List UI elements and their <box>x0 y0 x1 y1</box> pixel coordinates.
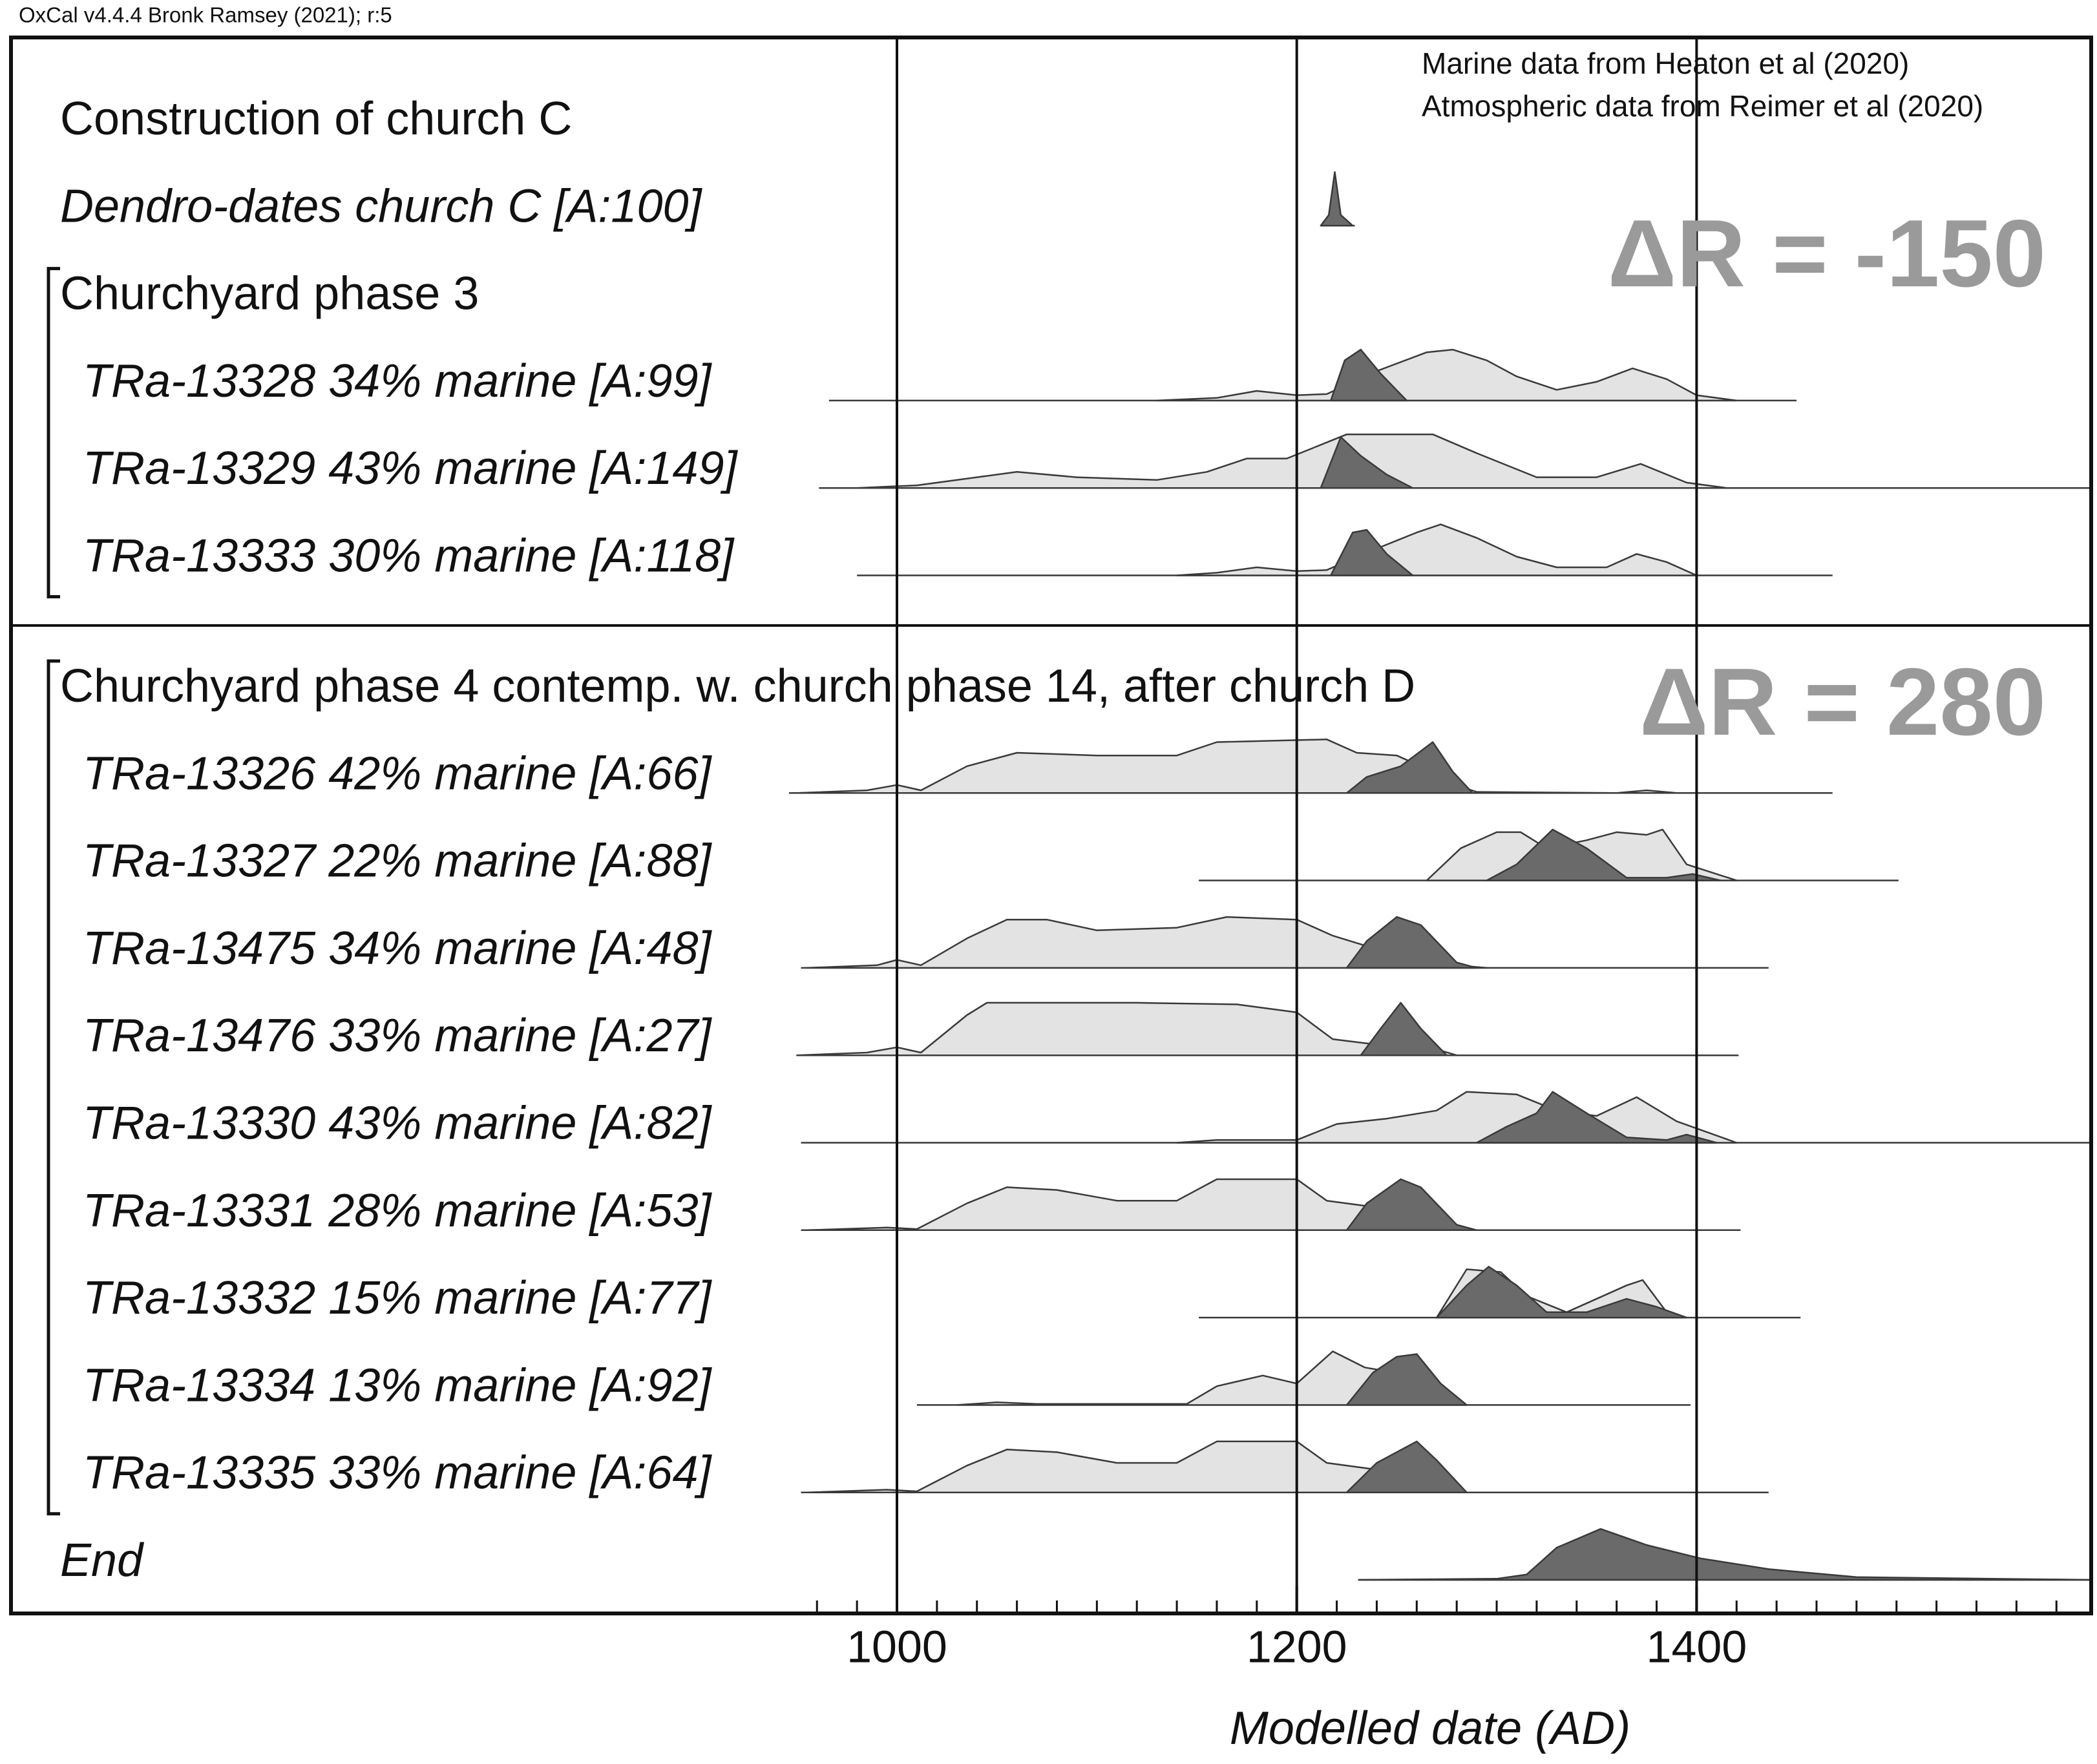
row-label: TRa-13475 34% marine [A:48] <box>83 923 713 974</box>
labels: Marine data from Heaton et al (2020) Atm… <box>60 47 2046 1754</box>
note: Marine data from Heaton et al (2020) <box>1422 47 1909 80</box>
posterior-distribution <box>1475 1091 1718 1144</box>
posterior-distribution <box>1360 1002 1448 1056</box>
row-label: End <box>60 1535 144 1586</box>
prior-distribution <box>796 739 1678 794</box>
row-label: Construction of church C <box>60 93 572 145</box>
posterior-distribution <box>1320 171 1354 227</box>
row-label: TRa-13476 33% marine [A:27] <box>83 1010 713 1062</box>
row-label: TRa-13327 22% marine [A:88] <box>83 835 713 887</box>
note: Atmospheric data from Reimer et al (2020… <box>1422 89 1983 123</box>
chart-title: OxCal v4.4.4 Bronk Ramsey (2021); r:5 <box>19 3 392 27</box>
prior-distribution <box>1155 348 1738 402</box>
posterior-distribution <box>1486 828 1722 881</box>
row-label: TRa-13331 28% marine [A:53] <box>83 1185 713 1237</box>
phase-label: Churchyard phase 3 <box>60 268 479 320</box>
posterior-distribution <box>1358 1528 2092 1581</box>
posterior-distribution <box>1345 1353 1468 1406</box>
x-axis-label: Modelled date (AD) <box>1230 1703 1630 1754</box>
annotation: ΔR = 280 <box>1639 649 2046 755</box>
row-label: TRa-13335 33% marine [A:64] <box>83 1447 713 1499</box>
row-label: Dendro-dates church C [A:100] <box>60 180 703 232</box>
row-label: TRa-13329 43% marine [A:149] <box>83 443 739 494</box>
row-label: TRa-13333 30% marine [A:118] <box>83 530 735 582</box>
row-label: TRa-13326 42% marine [A:66] <box>83 748 713 799</box>
posterior-distribution <box>1345 1178 1478 1232</box>
plot-frame <box>9 36 2093 1615</box>
row-label: TRa-13332 15% marine [A:77] <box>83 1272 713 1324</box>
x-tick-label: 1400 <box>1647 1621 1747 1672</box>
posterior-distribution <box>1320 436 1414 489</box>
posterior-distribution <box>1330 529 1414 576</box>
row-label: TRa-13330 43% marine [A:82] <box>83 1098 713 1150</box>
posterior-distribution <box>1330 348 1408 402</box>
axes <box>9 36 2093 1615</box>
posterior-distribution <box>1345 741 1474 794</box>
posterior-distribution <box>1345 916 1478 969</box>
phase-label: Churchyard phase 4 contemp. w. church ph… <box>60 660 1415 712</box>
x-tick-label: 1000 <box>847 1621 947 1672</box>
prior-distribution <box>1175 523 1698 576</box>
distributions <box>788 171 2092 1581</box>
phase-bracket <box>47 267 60 598</box>
phase-bracket <box>47 659 60 1516</box>
posterior-distribution <box>1435 1266 1688 1319</box>
x-tick-label: 1200 <box>1247 1621 1347 1672</box>
prior-distribution <box>856 433 1728 489</box>
row-label: TRa-13328 34% marine [A:99] <box>83 355 713 407</box>
posterior-distribution <box>1345 1440 1468 1493</box>
annotation: ΔR = -150 <box>1608 200 2046 307</box>
row-label: TRa-13334 13% marine [A:92] <box>83 1360 713 1411</box>
